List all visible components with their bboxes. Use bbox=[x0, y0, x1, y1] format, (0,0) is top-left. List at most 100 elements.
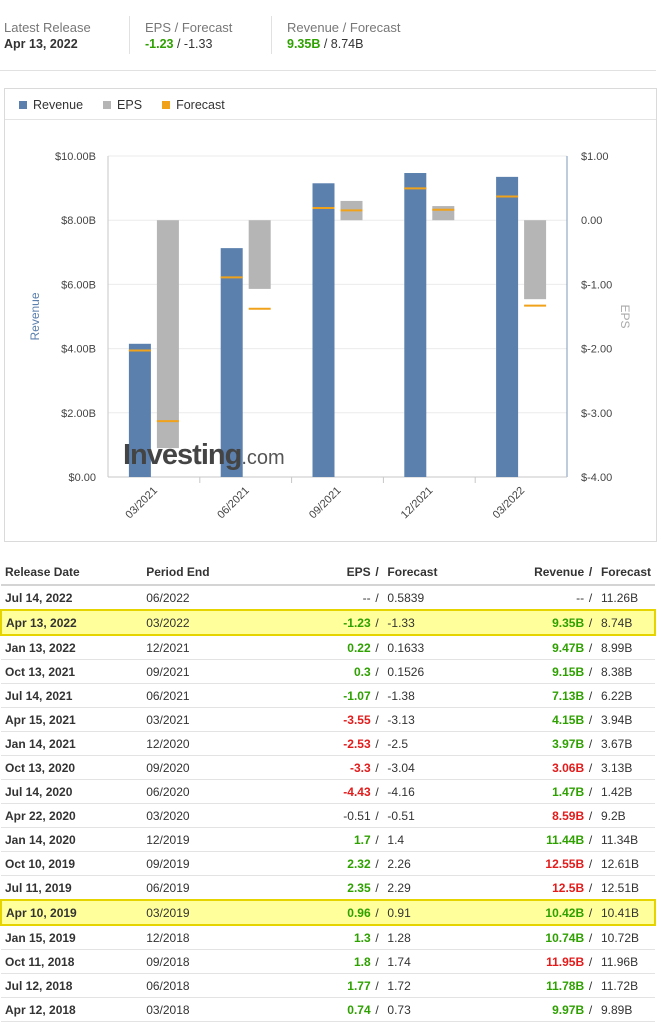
revenue-forecast-cell-value: 9.89B bbox=[600, 1002, 633, 1017]
revenue-forecast-cell-value: 8.99B bbox=[600, 640, 633, 655]
eps-slash-cell-value: / bbox=[375, 880, 379, 895]
period-end-cell: 12/2019 bbox=[139, 827, 244, 852]
table-row: Apr 15, 2021 03/2021 -3.55/-3.13 4.15B/3.94… bbox=[1, 707, 655, 732]
eps-slash-cell: / bbox=[370, 973, 384, 998]
period-end-cell: 06/2020 bbox=[139, 779, 244, 804]
col-eps-forecast[interactable]: Forecast bbox=[383, 560, 477, 586]
eps-actual-cell-value: -4.43 bbox=[343, 784, 371, 799]
eps-slash-cell-value: / bbox=[375, 905, 379, 920]
eps-slash-cell-value: / bbox=[375, 808, 379, 823]
revenue-forecast-cell: 10.41B bbox=[596, 899, 657, 926]
table-row: Jan 14, 2021 12/2020 -2.53/-2.5 3.97B/3.67B bbox=[1, 731, 655, 756]
col-release-date[interactable]: Release Date bbox=[1, 560, 140, 586]
revenue-slash-cell: / bbox=[584, 997, 597, 1022]
eps-bar bbox=[432, 206, 455, 221]
eps-slash-cell: / bbox=[370, 949, 384, 974]
eps-bar bbox=[248, 220, 271, 289]
release-date-cell-value: Oct 10, 2019 bbox=[5, 856, 76, 871]
revenue-forecast-cell-value: 6.22B bbox=[600, 688, 633, 703]
revenue-slash-cell: / bbox=[584, 875, 597, 901]
revenue-actual-cell: 4.15B bbox=[476, 707, 585, 732]
release-date-cell: Oct 10, 2019 bbox=[1, 851, 140, 876]
right-tick-label: $1.00 bbox=[581, 151, 609, 163]
eps-slash-cell-value: / bbox=[375, 784, 379, 799]
eps-actual-cell-value: -2.53 bbox=[343, 736, 371, 751]
eps-forecast-cell: -1.38 bbox=[383, 683, 477, 708]
eps-slash-cell: / bbox=[370, 899, 384, 926]
period-end-cell-value: 12/2021 bbox=[146, 640, 190, 655]
eps-forecast-cell-value: 1.4 bbox=[387, 832, 405, 847]
revenue-actual-cell-value: 8.59B bbox=[552, 808, 585, 823]
revenue-forecast-cell-value: 11.72B bbox=[600, 978, 639, 993]
revenue-forecast-cell: 6.22B bbox=[596, 683, 655, 708]
legend-divider bbox=[5, 119, 656, 120]
eps-summary-actual: -1.23 bbox=[145, 37, 174, 51]
revenue-forecast-cell: 12.51B bbox=[596, 875, 655, 901]
eps-forecast-cell-value: 1.28 bbox=[387, 930, 411, 945]
eps-actual-cell-value: -- bbox=[362, 590, 371, 605]
release-date-cell-value: Apr 22, 2020 bbox=[5, 808, 76, 823]
release-date-cell: Apr 22, 2020 bbox=[1, 803, 140, 828]
revenue-slash-cell-value: / bbox=[588, 760, 593, 775]
revenue-slash-cell-value: / bbox=[588, 954, 593, 969]
revenue-summary-block: Revenue / Forecast 9.35B / 8.74B bbox=[287, 20, 400, 52]
revenue-actual-cell-value: 10.42B bbox=[545, 905, 585, 920]
legend-label-forecast: Forecast bbox=[176, 98, 225, 112]
col-period-end[interactable]: Period End bbox=[139, 560, 244, 586]
revenue-actual-cell-value: -- bbox=[576, 590, 585, 605]
eps-actual-cell: -3.55 bbox=[243, 707, 371, 732]
eps-forecast-cell: 1.4 bbox=[383, 827, 477, 852]
left-tick-label: $6.00B bbox=[61, 279, 96, 291]
revenue-actual-cell-value: 4.15B bbox=[552, 712, 585, 727]
period-end-cell-value: 06/2021 bbox=[146, 688, 190, 703]
legend-item-forecast[interactable]: Forecast bbox=[162, 98, 225, 112]
revenue-slash-cell-value: / bbox=[588, 590, 593, 605]
table-row: Oct 10, 2019 09/2019 2.32/2.26 12.55B/12.61… bbox=[1, 851, 655, 876]
release-date-cell: Apr 15, 2021 bbox=[1, 707, 140, 732]
eps-slash-cell-value: / bbox=[375, 664, 379, 679]
revenue-forecast-cell: 3.67B bbox=[596, 731, 655, 756]
table-row: Oct 11, 2018 09/2018 1.8/1.74 11.95B/11.96B bbox=[1, 949, 655, 974]
legend-item-eps[interactable]: EPS bbox=[103, 98, 142, 112]
revenue-forecast-cell: 9.89B bbox=[596, 997, 655, 1022]
revenue-actual-cell-value: 3.06B bbox=[552, 760, 585, 775]
earnings-summary: Latest Release Apr 13, 2022 EPS / Foreca… bbox=[0, 0, 656, 71]
revenue-actual-cell: 9.15B bbox=[476, 659, 585, 684]
col-revenue[interactable]: Revenue bbox=[476, 560, 585, 586]
revenue-actual-cell: 9.35B bbox=[476, 609, 585, 636]
eps-actual-cell-value: 0.96 bbox=[347, 905, 371, 920]
revenue-slash-cell-value: / bbox=[588, 930, 593, 945]
revenue-slash-cell: / bbox=[584, 585, 597, 611]
eps-forecast-cell: -3.13 bbox=[383, 707, 477, 732]
eps-actual-cell-value: -3.3 bbox=[349, 760, 371, 775]
revenue-actual-cell-value: 10.74B bbox=[545, 930, 585, 945]
period-end-cell-value: 12/2018 bbox=[146, 930, 190, 945]
release-date-cell-value: Apr 13, 2022 bbox=[6, 615, 77, 630]
eps-slash-cell: / bbox=[370, 779, 384, 804]
table-row: Jul 11, 2019 06/2019 2.35/2.29 12.5B/12.51B bbox=[1, 875, 655, 901]
revenue-forecast-cell: 10.72B bbox=[596, 925, 655, 950]
legend-item-revenue[interactable]: Revenue bbox=[19, 98, 83, 112]
release-date-cell-value: Jan 14, 2021 bbox=[5, 736, 76, 751]
eps-actual-cell: -- bbox=[243, 585, 371, 611]
eps-forecast-cell-value: 2.26 bbox=[387, 856, 411, 871]
revenue-slash-cell-value: / bbox=[588, 808, 593, 823]
revenue-forecast-cell: 8.74B bbox=[596, 609, 657, 636]
eps-actual-cell: 1.77 bbox=[243, 973, 371, 998]
col-revenue-forecast[interactable]: Forecast bbox=[596, 560, 655, 586]
revenue-slash-cell-value: / bbox=[588, 1002, 593, 1017]
period-end-cell: 09/2021 bbox=[139, 659, 244, 684]
table-row: Apr 22, 2020 03/2020 -0.51/-0.51 8.59B/9.2B bbox=[1, 803, 655, 828]
revenue-forecast-cell-value: 11.26B bbox=[600, 590, 639, 605]
revenue-actual-cell: 10.42B bbox=[476, 899, 585, 926]
revenue-actual-cell: 10.74B bbox=[476, 925, 585, 950]
eps-actual-cell: 0.22 bbox=[243, 635, 371, 660]
release-date-cell-value: Jul 12, 2018 bbox=[5, 978, 73, 993]
release-date-cell-value: Oct 13, 2021 bbox=[5, 664, 76, 679]
revenue-actual-cell: 1.47B bbox=[476, 779, 585, 804]
eps-actual-cell-value: 2.32 bbox=[347, 856, 371, 871]
revenue-slash-cell: / bbox=[584, 609, 597, 636]
eps-forecast-cell: -3.04 bbox=[383, 755, 477, 780]
col-eps[interactable]: EPS bbox=[243, 560, 371, 586]
right-tick-label: $-2.00 bbox=[581, 344, 612, 356]
